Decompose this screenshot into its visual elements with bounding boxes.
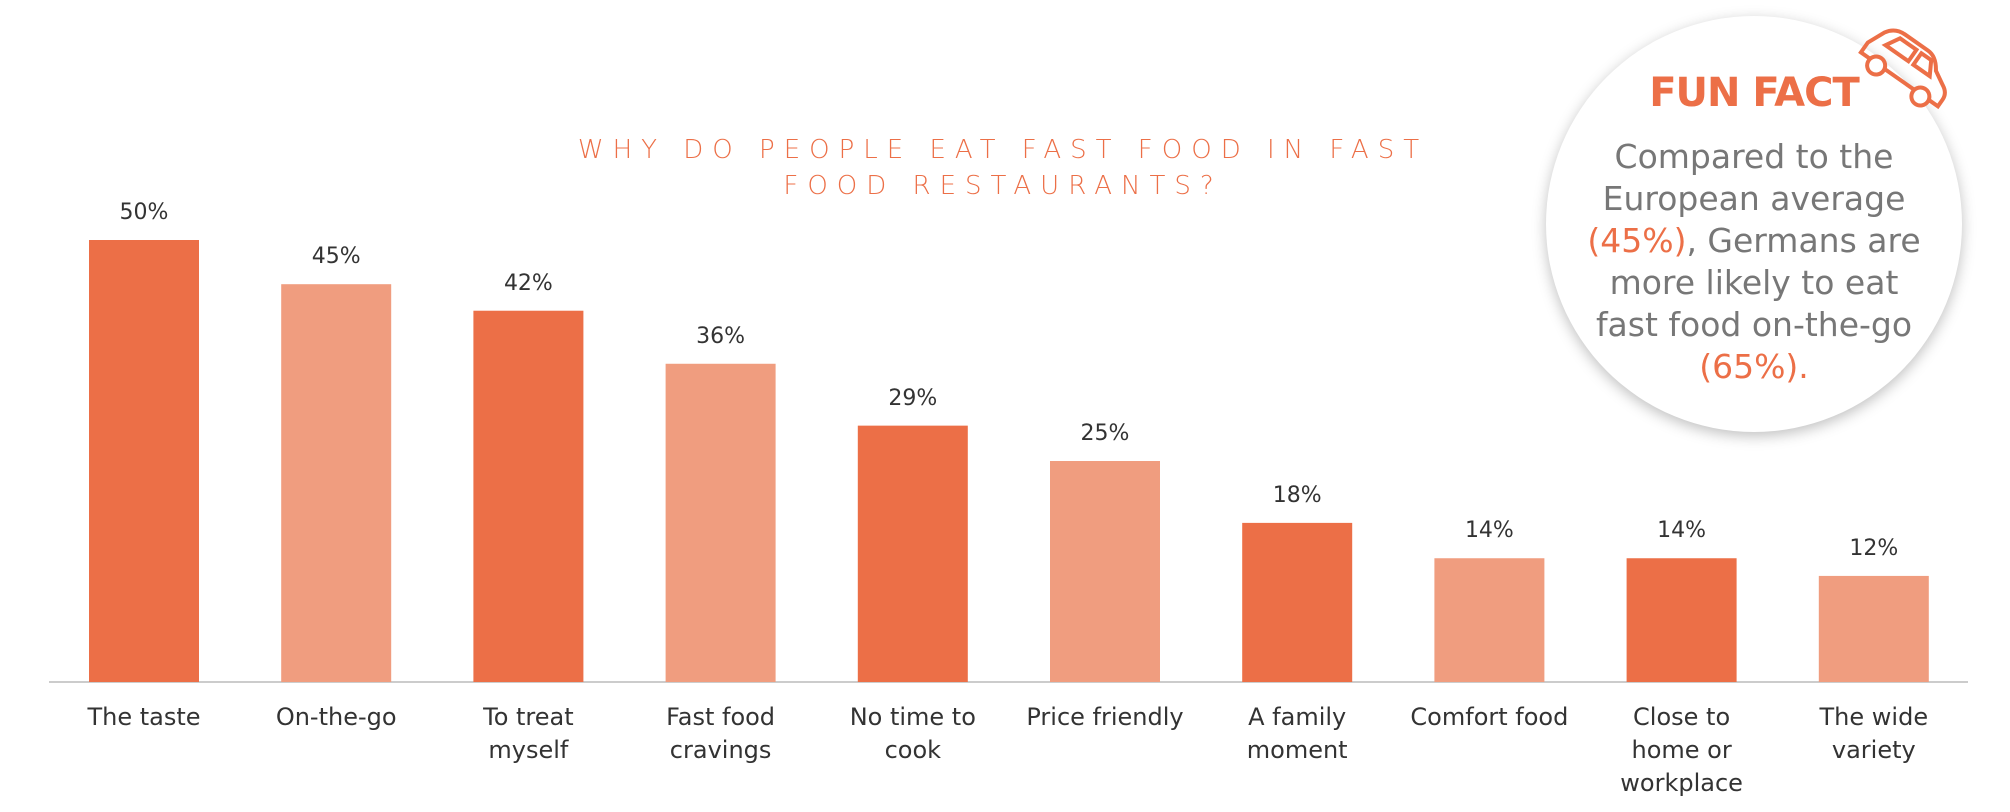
bar <box>1050 461 1160 682</box>
value-label: 50% <box>119 200 169 225</box>
value-label: 14% <box>1464 518 1514 544</box>
value-label: 42% <box>503 270 553 296</box>
x-tick-label: Price friendly <box>1026 703 1184 731</box>
value-label: 18% <box>1272 482 1322 508</box>
fun-fact-title: FUN FACT <box>1649 70 1860 116</box>
bar <box>665 363 776 682</box>
value-label: 25% <box>1080 421 1130 446</box>
fun-fact-highlight: (65%). <box>1699 347 1809 386</box>
bar <box>473 310 584 682</box>
bar <box>857 425 968 682</box>
chart-title: WHY DO PEOPLE EAT FAST FOOD IN FAST FOOD… <box>577 135 1429 201</box>
fun-fact-part: , Germans are more likely to eat fast fo… <box>1595 221 1921 344</box>
value-label: 45% <box>311 244 361 270</box>
x-tick-label: No time to cook <box>849 703 976 764</box>
bar <box>1434 558 1545 682</box>
x-tick-label: The taste <box>87 703 201 731</box>
bar <box>1626 558 1737 682</box>
value-label: 29% <box>888 385 938 411</box>
x-tick-label: To treat myself <box>483 703 574 764</box>
x-tick-label: Fast food cravings <box>666 703 776 764</box>
value-label: 14% <box>1657 518 1707 544</box>
fun-fact-highlight: (45%) <box>1587 221 1687 260</box>
bar <box>1818 575 1929 682</box>
fun-fact-part: Compared to the European average <box>1602 137 1906 218</box>
bar <box>1242 522 1353 682</box>
x-tick-label: On-the-go <box>275 703 397 731</box>
fun-fact-text: Compared to the European average (45%), … <box>1580 136 1928 388</box>
value-label: 36% <box>696 323 746 349</box>
x-tick-label: The wide variety <box>1819 703 1929 764</box>
value-label: 12% <box>1849 535 1899 561</box>
bar <box>281 284 392 682</box>
x-tick-label: A family moment <box>1246 703 1348 764</box>
bar <box>89 240 199 682</box>
x-tick-label: Close to home or workplace <box>1620 703 1743 797</box>
x-tick-label: Comfort food <box>1410 703 1569 731</box>
